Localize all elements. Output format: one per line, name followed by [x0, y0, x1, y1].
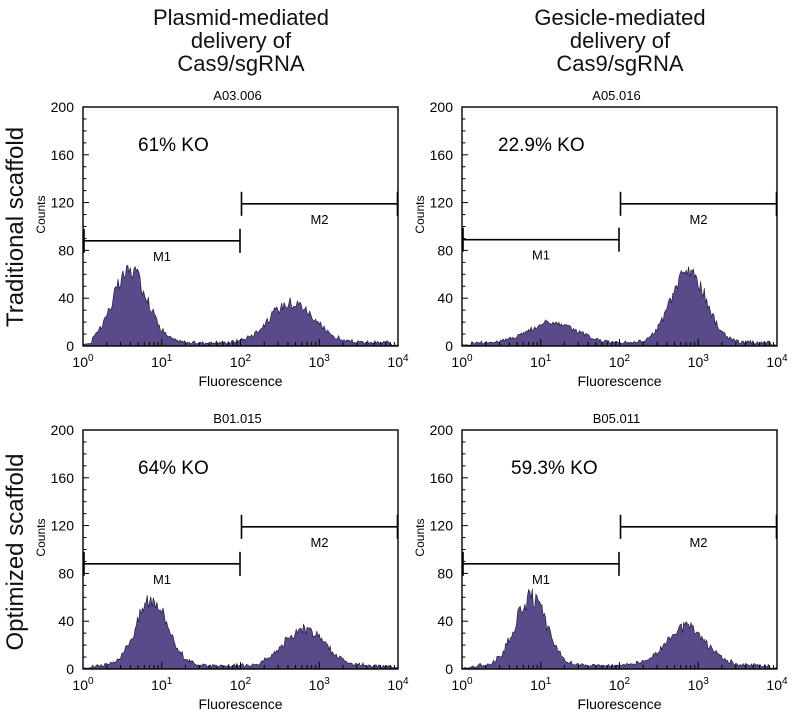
- column-title-gesicle: Gesicle-mediated delivery of Cas9/sgRNA: [470, 6, 770, 75]
- x-tick-label: 100: [72, 676, 94, 693]
- x-tick-label: 104: [766, 353, 788, 370]
- column-title-line: Cas9/sgRNA: [556, 51, 684, 76]
- x-tick-label: 102: [609, 353, 631, 370]
- histogram-panel-2: 0 40 80 120 160 200 100 101 102 103 104 Fluorescenc…: [413, 88, 788, 389]
- x-tick-label: 104: [387, 676, 409, 693]
- y-tick-label: 80: [437, 565, 453, 581]
- histogram-panel-4: 0 40 80 120 160 200 100 101 102 103 104 Fluorescenc…: [413, 411, 788, 712]
- gate-label-m2: M2: [689, 535, 707, 550]
- column-title-plasmid: Plasmid-mediated delivery of Cas9/sgRNA: [91, 6, 391, 75]
- x-axis-label: Fluorescence: [577, 373, 661, 389]
- ko-annotation: 61% KO: [138, 135, 209, 156]
- x-tick-label: 104: [387, 353, 409, 370]
- y-tick-label: 0: [445, 338, 453, 354]
- x-tick-label: 102: [230, 676, 252, 693]
- panel-title: A03.006: [213, 88, 261, 103]
- ko-annotation: 22.9% KO: [498, 135, 585, 156]
- x-tick-label: 100: [451, 676, 473, 693]
- y-axis-label: Counts: [34, 519, 48, 557]
- y-tick-label: 80: [58, 242, 74, 258]
- x-tick-label: 101: [151, 353, 173, 370]
- y-tick-label: 80: [437, 242, 453, 258]
- panel-title: B05.011: [593, 411, 640, 426]
- y-tick-label: 200: [430, 99, 454, 115]
- gate-label-m2: M2: [689, 212, 707, 227]
- x-tick-label: 102: [230, 353, 252, 370]
- histogram-area: [461, 266, 778, 347]
- gate-label-m2: M2: [310, 535, 328, 550]
- y-axis-label: Counts: [413, 519, 427, 557]
- histogram-area: [82, 265, 399, 347]
- y-tick-label: 40: [58, 290, 74, 306]
- ko-annotation: 64% KO: [138, 458, 209, 479]
- y-tick-label: 120: [430, 195, 454, 211]
- gate-label-m1: M1: [153, 249, 171, 264]
- gate-label-m1: M1: [532, 248, 550, 263]
- x-axis-label: Fluorescence: [198, 696, 282, 712]
- y-tick-label: 40: [437, 290, 453, 306]
- x-tick-label: 100: [72, 353, 94, 370]
- x-tick-label: 101: [530, 676, 552, 693]
- column-title-line: Plasmid-mediated: [152, 5, 330, 30]
- y-tick-label: 0: [66, 661, 74, 677]
- histogram-area: [82, 595, 399, 670]
- y-tick-label: 160: [430, 147, 454, 163]
- x-tick-label: 103: [688, 353, 710, 370]
- histogram-panel-3: 0 40 80 120 160 200 100 101 102 103 104 Fluorescenc…: [34, 411, 409, 712]
- y-tick-label: 40: [58, 613, 74, 629]
- column-title-line: delivery of: [569, 28, 671, 53]
- x-tick-label: 103: [309, 676, 331, 693]
- column-title-line: Gesicle-mediated: [534, 5, 706, 30]
- x-tick-label: 103: [309, 353, 331, 370]
- gate-label-m1: M1: [532, 572, 550, 587]
- x-tick-label: 101: [530, 353, 552, 370]
- y-tick-label: 120: [51, 195, 75, 211]
- y-tick-label: 0: [445, 661, 453, 677]
- y-tick-label: 160: [430, 470, 454, 486]
- y-tick-label: 200: [430, 422, 454, 438]
- x-tick-label: 102: [609, 676, 631, 693]
- histogram-area: [461, 588, 778, 670]
- column-title-line: delivery of: [190, 28, 292, 53]
- y-tick-label: 160: [51, 147, 75, 163]
- x-tick-label: 101: [151, 676, 173, 693]
- panel-title: A05.016: [592, 88, 640, 103]
- gate-label-m1: M1: [153, 572, 171, 587]
- ko-annotation: 59.3% KO: [511, 458, 598, 479]
- y-tick-label: 120: [51, 518, 75, 534]
- x-tick-label: 100: [451, 353, 473, 370]
- x-tick-label: 103: [688, 676, 710, 693]
- y-tick-label: 40: [437, 613, 453, 629]
- y-tick-label: 120: [430, 518, 454, 534]
- y-tick-label: 200: [51, 99, 75, 115]
- x-axis-label: Fluorescence: [577, 696, 661, 712]
- y-axis-label: Counts: [413, 196, 427, 234]
- plot-frame: [461, 429, 778, 670]
- panel-title: B01.015: [213, 411, 261, 426]
- gate-label-m2: M2: [310, 212, 328, 227]
- plot-frame: [82, 429, 399, 670]
- x-axis-label: Fluorescence: [198, 373, 282, 389]
- histogram-panel-1: 0 40 80 120 160 200 100 101 102 103 104 Fluorescenc…: [34, 88, 409, 389]
- y-tick-label: 160: [51, 470, 75, 486]
- y-axis-label: Counts: [34, 196, 48, 234]
- y-tick-label: 80: [58, 565, 74, 581]
- column-title-line: Cas9/sgRNA: [177, 51, 305, 76]
- x-tick-label: 104: [766, 676, 788, 693]
- y-tick-label: 0: [66, 338, 74, 354]
- y-tick-label: 200: [51, 422, 75, 438]
